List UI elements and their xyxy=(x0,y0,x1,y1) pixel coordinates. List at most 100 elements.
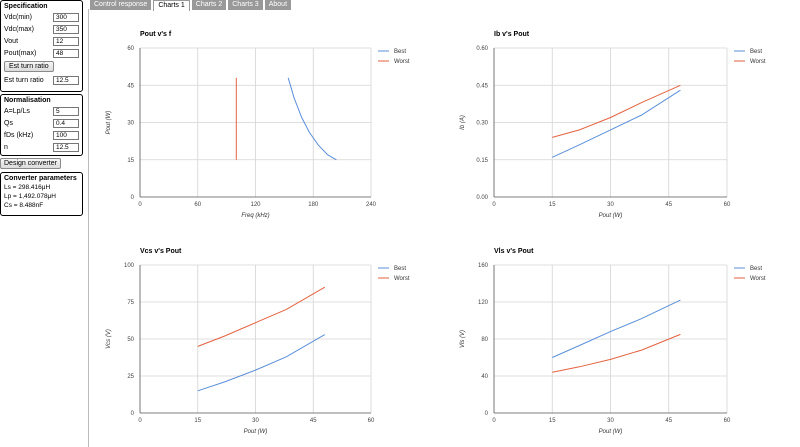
pout-vs-f-xtick-label: 180 xyxy=(308,202,319,208)
vls-vs-pout-xtick-label: 15 xyxy=(549,418,556,424)
vls-vs-pout-series-best xyxy=(552,299,681,358)
ib-vs-pout-xtick-label: 60 xyxy=(724,202,731,208)
pout-vs-f-ytick-label: 60 xyxy=(127,46,134,52)
ib-vs-pout-title: Ib v's Pout xyxy=(494,31,530,38)
field-label: Vdc(max) xyxy=(4,25,34,33)
vcs-vs-pout-title: Vcs v's Pout xyxy=(140,248,182,255)
ib-vs-pout-xtick-label: 0 xyxy=(492,202,496,208)
pout-vs-f-series-best xyxy=(287,77,337,161)
vcs-vs-pout-xtick-label: 30 xyxy=(252,418,259,424)
field-fds: fDs (kHz) xyxy=(1,129,82,141)
pout-vs-f-ytick-label: 45 xyxy=(127,83,134,89)
content-divider xyxy=(88,9,89,447)
pout-vs-f-title: Pout v's f xyxy=(140,31,172,38)
vcs-vs-pout-legend-label: Best xyxy=(394,266,406,272)
pout-vs-f-ylabel: Pout (W) xyxy=(106,111,112,135)
ib-vs-pout-xlabel: Pout (W) xyxy=(599,213,623,219)
ib-vs-pout-ytick-label: 0.45 xyxy=(476,83,488,89)
vout-input[interactable] xyxy=(53,36,79,46)
vcs-vs-pout-series-best xyxy=(197,334,326,392)
ib-vs-pout-legend-label: Worst xyxy=(750,59,766,65)
fds-input[interactable] xyxy=(53,130,79,140)
pout-vs-f-xlabel: Freq (kHz) xyxy=(241,213,269,219)
vdc-min-input[interactable] xyxy=(53,12,79,22)
vcs-vs-pout-ylabel: Vcs (V) xyxy=(106,329,112,349)
pout-max-input[interactable] xyxy=(53,48,79,58)
vls-vs-pout-xtick-label: 0 xyxy=(492,418,496,424)
tab-charts-3[interactable]: Charts 3 xyxy=(228,0,263,10)
ib-vs-pout-series-worst xyxy=(552,84,681,138)
vls-vs-pout-ytick-label: 40 xyxy=(481,374,488,380)
pout-vs-f-xtick-label: 60 xyxy=(194,202,201,208)
field-label: A=Lp/Ls xyxy=(4,107,30,115)
tab-charts-1[interactable]: Charts 1 xyxy=(153,0,190,11)
normalisation-panel: Normalisation A=Lp/Ls Qs fDs (kHz) n xyxy=(0,94,83,156)
field-label: Est turn ratio xyxy=(4,76,44,84)
vcs-vs-pout-xtick-label: 45 xyxy=(310,418,317,424)
turn-ratio-input[interactable] xyxy=(53,75,79,85)
vls-vs-pout-xtick-label: 30 xyxy=(607,418,614,424)
vcs-vs-pout-ytick-label: 100 xyxy=(124,263,135,269)
field-label: fDs (kHz) xyxy=(4,131,34,139)
vls-vs-pout-ytick-label: 80 xyxy=(481,337,488,343)
pout-vs-f-ytick-label: 15 xyxy=(127,158,134,164)
pout-vs-f-ytick-label: 0 xyxy=(131,195,135,201)
vls-vs-pout-legend-label: Best xyxy=(750,266,762,272)
vcs-vs-pout-xtick-label: 60 xyxy=(368,418,375,424)
ib-vs-pout-xtick-label: 45 xyxy=(665,202,672,208)
pout-vs-f-xtick-label: 240 xyxy=(366,202,377,208)
field-pout-max: Pout(max) xyxy=(1,47,82,59)
pout-vs-f-xtick-label: 0 xyxy=(138,202,142,208)
vls-vs-pout-xlabel: Pout (W) xyxy=(599,429,623,435)
pout-vs-f-xtick-label: 120 xyxy=(250,202,261,208)
vls-vs-pout-ylabel: Vls (V) xyxy=(460,330,466,348)
a-ratio-input[interactable] xyxy=(53,106,79,116)
field-n: n xyxy=(1,141,82,153)
vcs-vs-pout-xtick-label: 15 xyxy=(194,418,201,424)
vcs-vs-pout-ytick-label: 50 xyxy=(127,337,134,343)
field-label: Pout(max) xyxy=(4,49,37,57)
specification-title: Specification xyxy=(4,3,48,10)
vls-vs-pout-xtick-label: 45 xyxy=(665,418,672,424)
vcs-vs-pout-ytick-label: 25 xyxy=(127,374,134,380)
field-label: Vdc(min) xyxy=(4,13,33,21)
ib-vs-pout-series-best xyxy=(552,89,681,158)
vcs-vs-pout-xlabel: Pout (W) xyxy=(244,429,268,435)
vcs-vs-pout-ytick-label: 0 xyxy=(131,411,135,417)
converter-parameters-panel: Converter parameters Ls = 298.416μH Lp =… xyxy=(0,172,83,216)
ib-vs-pout-ytick-label: 0.15 xyxy=(476,158,488,164)
pout-vs-f-legend-label: Worst xyxy=(394,59,410,65)
field-vdc-min: Vdc(min) xyxy=(1,11,82,23)
ls-value: Ls = 298.416μH xyxy=(4,184,51,191)
vcs-vs-pout-xtick-label: 0 xyxy=(138,418,142,424)
n-input[interactable] xyxy=(53,142,79,152)
vls-vs-pout-legend-label: Worst xyxy=(750,276,766,282)
vls-vs-pout-xtick-label: 60 xyxy=(724,418,731,424)
field-label: Vout xyxy=(4,37,19,45)
vcs-vs-pout-series-worst xyxy=(197,286,326,347)
tab-charts-2[interactable]: Charts 2 xyxy=(191,0,227,10)
tab-about[interactable]: About xyxy=(264,0,292,10)
ib-vs-pout-ytick-label: 0.30 xyxy=(476,121,488,127)
vdc-max-input[interactable] xyxy=(53,24,79,34)
tab-control-response[interactable]: Control response xyxy=(90,0,152,10)
vcs-vs-pout-ytick-label: 75 xyxy=(127,300,134,306)
pout-vs-f-ytick-label: 30 xyxy=(127,121,134,127)
field-vout: Vout xyxy=(1,35,82,47)
vcs-vs-pout-legend-label: Worst xyxy=(394,276,410,282)
field-a: A=Lp/Ls xyxy=(1,105,82,117)
lp-value: Lp = 1,492.078μH xyxy=(4,193,56,200)
vls-vs-pout-title: Vls v's Pout xyxy=(494,248,534,255)
vls-vs-pout-ytick-label: 120 xyxy=(478,300,489,306)
specification-panel: Specification Vdc(min) Vdc(max) Vout Pou… xyxy=(0,0,83,92)
ib-vs-pout-ytick-label: 0.60 xyxy=(476,46,488,52)
ib-vs-pout-xtick-label: 30 xyxy=(607,202,614,208)
vls-vs-pout-ytick-label: 0 xyxy=(485,411,489,417)
qs-input[interactable] xyxy=(53,118,79,128)
est-turn-ratio-button[interactable]: Est turn ratio xyxy=(4,61,54,72)
design-converter-button[interactable]: Design converter xyxy=(0,158,61,169)
ib-vs-pout-ytick-label: 0.00 xyxy=(476,195,488,201)
field-label: Qs xyxy=(4,119,13,127)
cs-value: Cs = 8.488nF xyxy=(4,202,44,209)
